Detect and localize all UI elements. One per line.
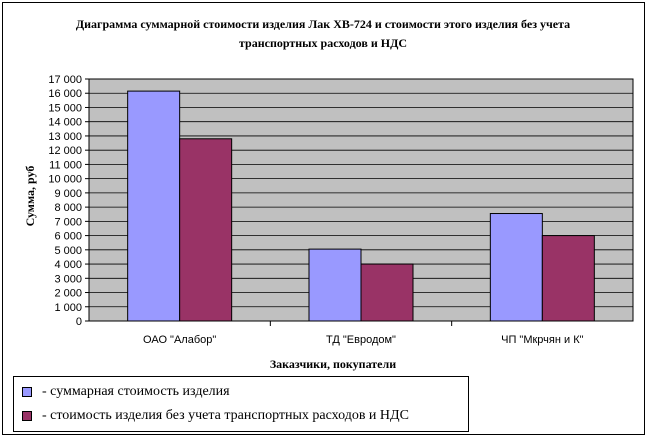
y-tick-label: 16 000 xyxy=(48,88,82,100)
y-tick-label: 8 000 xyxy=(54,202,82,214)
x-tick-label: ТД "Евродом" xyxy=(326,334,396,346)
y-tick-label: 12 000 xyxy=(48,145,82,157)
x-tick-label: ЧП "Мкрчян и К" xyxy=(501,334,583,346)
legend-swatch xyxy=(22,411,32,421)
legend-swatch xyxy=(22,387,32,397)
legend-label: - стоимость изделия без учета транспортн… xyxy=(42,408,409,423)
y-tick-label: 7 000 xyxy=(54,216,82,228)
y-tick-label: 9 000 xyxy=(54,188,82,200)
y-tick-label: 15 000 xyxy=(48,102,82,114)
y-tick-label: 6 000 xyxy=(54,231,82,243)
y-tick-label: 5 000 xyxy=(54,245,82,257)
x-axis-label: Заказчики, покупатели xyxy=(269,357,397,371)
chart-legend: - суммарная стоимость изделия - стоимост… xyxy=(13,376,469,432)
y-tick-label: 1 000 xyxy=(54,302,82,314)
legend-label: - суммарная стоимость изделия xyxy=(42,384,230,399)
y-tick-label: 10 000 xyxy=(48,174,82,186)
y-tick-label: 14 000 xyxy=(48,117,82,129)
y-tick-label: 0 xyxy=(76,316,82,328)
legend-item: - стоимость изделия без учета транспортн… xyxy=(22,406,409,426)
bar xyxy=(489,213,543,322)
y-tick-label: 11 000 xyxy=(49,159,82,171)
x-tick-label: ОАО "Алабор" xyxy=(143,334,216,346)
bar xyxy=(308,248,362,322)
y-tick-label: 3 000 xyxy=(54,273,82,285)
chart-title: Диаграмма суммарной стоимости изделия Ла… xyxy=(75,17,571,50)
bar xyxy=(541,235,595,322)
y-tick-label: 17 000 xyxy=(48,74,82,86)
bar xyxy=(127,90,181,322)
legend-item: - суммарная стоимость изделия xyxy=(22,382,230,402)
y-tick-label: 2 000 xyxy=(54,288,82,300)
bar xyxy=(179,138,233,322)
y-tick-label: 4 000 xyxy=(54,259,82,271)
y-tick-label: 13 000 xyxy=(48,131,82,143)
bar xyxy=(360,263,414,322)
